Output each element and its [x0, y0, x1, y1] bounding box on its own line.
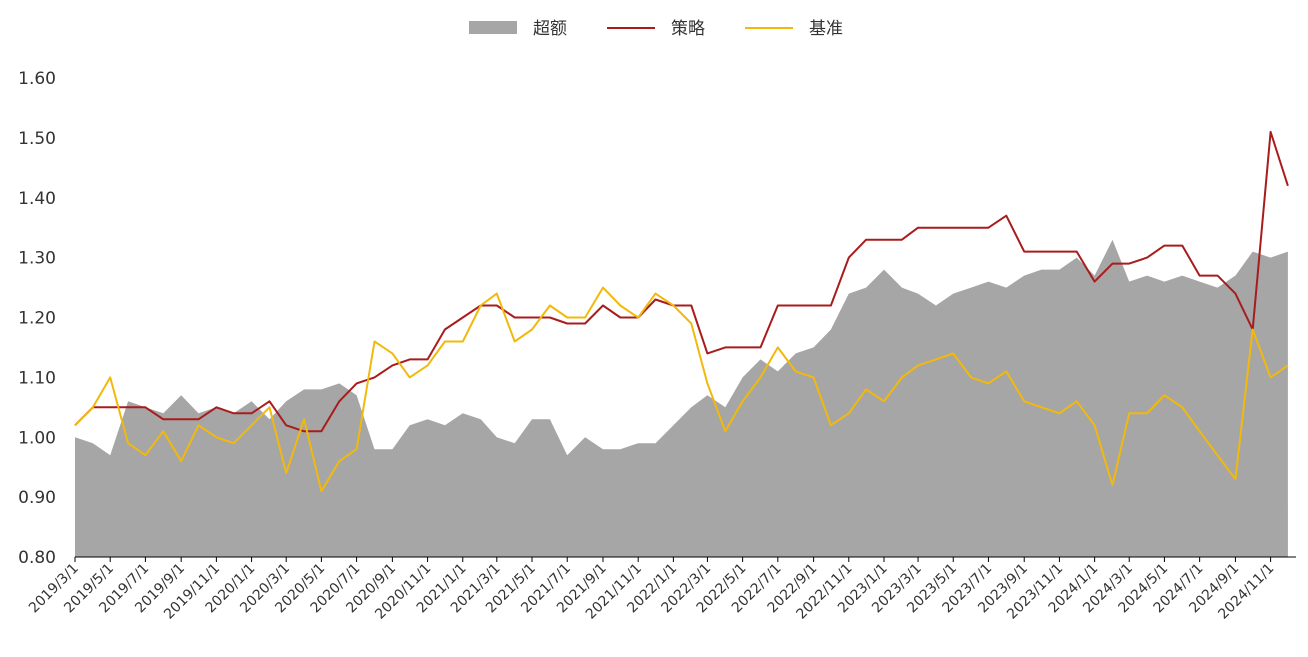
series-line-benchmark — [74, 286, 1289, 493]
legend-swatch-excess — [469, 21, 517, 34]
y-tick-label: 1.20 — [18, 309, 56, 329]
y-tick-label: 1.00 — [18, 428, 56, 448]
y-tick-label: 1.50 — [18, 129, 56, 149]
legend-label-strategy: 策略 — [671, 19, 705, 39]
legend: 超额 策略 基准 — [469, 19, 843, 39]
y-axis: 0.80 0.90 1.00 1.10 1.20 1.30 1.40 1.50 1.60 — [18, 69, 56, 568]
y-tick-label: 1.40 — [18, 189, 56, 209]
x-axis: 2019/3/12019/5/12019/7/12019/9/12019/11/… — [26, 557, 1277, 623]
y-tick-label: 1.60 — [18, 69, 56, 89]
series-area-excess — [75, 239, 1288, 557]
legend-label-benchmark: 基准 — [809, 19, 843, 39]
series-line-strategy — [74, 130, 1289, 433]
y-tick-label: 0.80 — [18, 548, 56, 568]
y-tick-label: 1.10 — [18, 368, 56, 388]
y-tick-label: 1.30 — [18, 249, 56, 269]
legend-label-excess: 超额 — [533, 19, 567, 39]
excess-area-layer — [75, 239, 1288, 557]
series-lines-layer — [74, 130, 1289, 493]
y-tick-label: 0.90 — [18, 488, 56, 508]
